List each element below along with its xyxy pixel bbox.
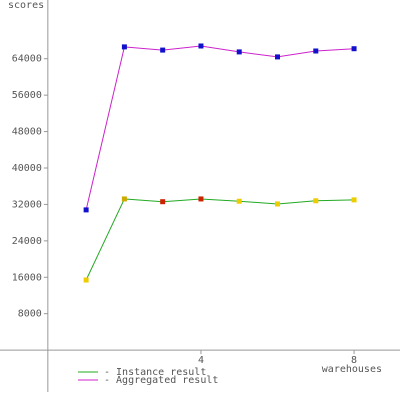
- x-tick-label: 4: [198, 355, 204, 366]
- legend-label: - Instance result: [104, 367, 206, 378]
- y-tick-label: 56000: [12, 90, 42, 101]
- data-point: [275, 201, 281, 207]
- legend-label: - Aggregated result: [104, 375, 218, 386]
- y-tick-label: 24000: [12, 236, 42, 247]
- y-tick-label: 32000: [12, 199, 42, 210]
- y-tick-label: 64000: [12, 54, 42, 65]
- data-point: [198, 43, 204, 49]
- y-tick-label: 16000: [12, 272, 42, 283]
- data-point: [83, 277, 89, 283]
- data-point: [313, 48, 319, 54]
- y-tick-label: 40000: [12, 163, 42, 174]
- data-point: [313, 198, 319, 204]
- y-tick-label: 48000: [12, 127, 42, 138]
- data-point: [351, 197, 357, 203]
- series-line: [85, 198, 355, 281]
- data-point: [236, 49, 242, 55]
- y-axis-label: scores: [8, 0, 44, 11]
- data-point: [236, 198, 242, 204]
- data-point: [351, 46, 357, 52]
- data-point: [160, 47, 166, 53]
- data-point: [198, 196, 204, 202]
- x-tick-label: 8: [351, 355, 357, 366]
- data-point: [121, 196, 127, 202]
- data-point: [121, 44, 127, 50]
- data-point: [275, 54, 281, 60]
- y-tick-label: 8000: [18, 309, 42, 320]
- series-line: [85, 45, 355, 211]
- x-axis-label: warehouses: [322, 364, 382, 375]
- data-point: [83, 207, 89, 213]
- data-point: [160, 199, 166, 205]
